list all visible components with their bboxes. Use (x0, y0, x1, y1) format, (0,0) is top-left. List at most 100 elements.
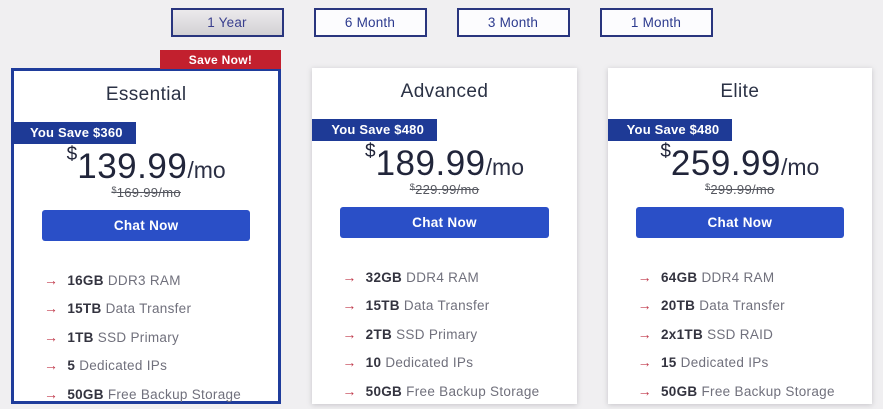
price-amount: 139.99 (77, 147, 188, 186)
feature-value: 2x1TB (660, 326, 703, 342)
arrow-right-icon: → (342, 325, 357, 342)
list-item: → 50GB Free Backup Storage (638, 383, 872, 399)
chat-now-button[interactable]: Chat Now (635, 206, 844, 238)
feature-label: Dedicated IPs (79, 358, 168, 374)
arrow-right-icon: → (342, 354, 357, 371)
plan-card-advanced: Advanced You Save $480 $189.99/mo $229.9… (312, 68, 577, 404)
old-price-currency: $ (111, 184, 117, 195)
price-period: /mo (187, 157, 226, 183)
tab-3-month[interactable]: 3 Month (456, 8, 570, 37)
arrow-right-icon: → (637, 325, 652, 342)
price-currency: $ (660, 141, 671, 162)
price-currency: $ (365, 141, 376, 162)
feature-value: 20TB (660, 298, 696, 314)
feature-value: 5 (67, 358, 76, 374)
feature-label: DDR4 RAM (406, 269, 480, 285)
arrow-right-icon: → (44, 300, 59, 317)
feature-label: Free Backup Storage (701, 383, 835, 399)
feature-label: SSD RAID (707, 326, 774, 342)
plan-card-essential: Essential You Save $360 $139.99/mo $169.… (11, 68, 282, 404)
list-item: → 2x1TB SSD RAID (638, 326, 872, 342)
tab-6-month[interactable]: 6 Month (313, 8, 427, 37)
old-price-amount: 169.99/mo (116, 184, 181, 200)
plan-price: $139.99/mo (14, 145, 278, 186)
old-price: $229.99/mo (312, 182, 576, 197)
list-item: → 32GB DDR4 RAM (342, 269, 576, 285)
tab-1-year[interactable]: 1 Year (170, 8, 284, 37)
price-period: /mo (780, 154, 820, 180)
arrow-right-icon: → (637, 382, 652, 399)
list-item: → 20TB Data Transfer (638, 297, 872, 313)
arrow-right-icon: → (637, 297, 652, 314)
feature-list: → 64GB DDR4 RAM → 20TB Data Transfer → 2x1T… (608, 269, 872, 399)
feature-value: 16GB (67, 272, 104, 288)
arrow-right-icon: → (44, 271, 59, 288)
list-item: → 1TB SSD Primary (44, 329, 278, 345)
feature-label: DDR4 RAM (701, 269, 775, 285)
feature-list: → 16GB DDR3 RAM → 15TB Data Transfer → 1TB … (14, 272, 278, 402)
feature-value: 32GB (365, 269, 403, 285)
feature-label: Data Transfer (699, 298, 785, 314)
arrow-right-icon: → (44, 357, 59, 374)
old-price-amount: 299.99/mo (710, 181, 775, 197)
feature-label: Free Backup Storage (107, 386, 242, 402)
old-price: $169.99/mo (14, 185, 278, 200)
old-price-currency: $ (705, 181, 711, 192)
old-price-currency: $ (409, 181, 416, 192)
list-item: → 2TB SSD Primary (342, 326, 576, 342)
save-amount-badge: You Save $480 (312, 119, 438, 141)
list-item: → 15TB Data Transfer (342, 297, 576, 313)
chat-now-button[interactable]: Chat Now (42, 209, 251, 241)
save-amount-badge: You Save $480 (607, 119, 733, 141)
billing-period-tabs: 1 Year 6 Month 3 Month 1 Month (0, 0, 883, 44)
feature-list: → 32GB DDR4 RAM → 15TB Data Transfer → 2TB … (312, 269, 576, 399)
feature-value: 2TB (365, 326, 393, 342)
price-amount: 189.99 (375, 144, 486, 183)
chat-now-button[interactable]: Chat Now (340, 206, 549, 238)
plan-price: $259.99/mo (608, 142, 872, 183)
arrow-right-icon: → (342, 382, 357, 399)
feature-label: Free Backup Storage (406, 383, 540, 399)
old-price: $299.99/mo (608, 182, 872, 197)
price-amount: 259.99 (670, 144, 781, 183)
save-now-ribbon: Save Now! (160, 50, 281, 69)
list-item: → 50GB Free Backup Storage (44, 386, 278, 402)
feature-label: Data Transfer (105, 301, 192, 317)
list-item: → 15 Dedicated IPs (638, 354, 872, 370)
arrow-right-icon: → (342, 297, 357, 314)
arrow-right-icon: → (44, 328, 59, 345)
plan-title: Essential (105, 84, 187, 105)
feature-value: 15TB (67, 301, 102, 317)
feature-label: SSD Primary (396, 326, 478, 342)
feature-value: 64GB (660, 269, 698, 285)
feature-value: 50GB (365, 383, 403, 399)
feature-label: Dedicated IPs (385, 355, 474, 371)
price-currency: $ (66, 144, 78, 165)
save-amount-badge: You Save $360 (11, 122, 136, 144)
arrow-right-icon: → (342, 268, 357, 285)
tab-1-month[interactable]: 1 Month (599, 8, 713, 37)
feature-value: 50GB (660, 383, 698, 399)
list-item: → 16GB DDR3 RAM (44, 272, 278, 288)
plan-title: Advanced (400, 81, 489, 102)
feature-label: Data Transfer (403, 298, 490, 314)
feature-value: 15 (660, 355, 677, 371)
arrow-right-icon: → (637, 268, 652, 285)
list-item: → 50GB Free Backup Storage (342, 383, 576, 399)
plan-card-elite: Elite You Save $480 $259.99/mo $299.99/m… (607, 68, 872, 404)
feature-value: 50GB (67, 386, 104, 402)
old-price-amount: 229.99/mo (415, 181, 480, 197)
arrow-right-icon: → (637, 354, 652, 371)
plan-price: $189.99/mo (312, 142, 576, 183)
arrow-right-icon: → (44, 385, 59, 402)
feature-label: Dedicated IPs (680, 355, 769, 371)
feature-label: DDR3 RAM (107, 272, 181, 288)
feature-value: 1TB (67, 329, 94, 345)
feature-value: 15TB (365, 298, 400, 314)
price-period: /mo (485, 154, 524, 180)
feature-label: SSD Primary (97, 329, 180, 345)
plan-title: Elite (720, 81, 760, 102)
list-item: → 64GB DDR4 RAM (638, 269, 872, 285)
list-item: → 10 Dedicated IPs (342, 354, 576, 370)
feature-value: 10 (365, 355, 382, 371)
